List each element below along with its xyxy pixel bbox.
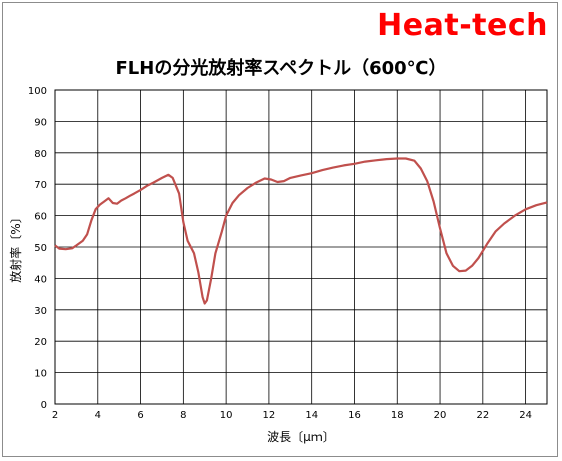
x-tick-label: 18 — [391, 410, 404, 421]
x-tick-label: 4 — [95, 410, 101, 421]
tick-labels: 2 4 6 8 10 12 14 16 18 20 22 2401020304050607080901… — [28, 86, 532, 421]
x-tick-label: 2 — [52, 410, 58, 421]
y-tick-label: 50 — [34, 243, 47, 254]
x-tick-label: 16 — [348, 410, 361, 421]
y-tick-label: 10 — [34, 369, 47, 380]
y-tick-label: 90 — [34, 117, 47, 128]
x-tick-label: 8 — [180, 410, 186, 421]
y-tick-label: 70 — [34, 180, 47, 191]
grid-lines — [54, 89, 547, 405]
y-tick-label: 30 — [34, 306, 47, 317]
x-tick-label: 6 — [137, 410, 143, 421]
brand-logo-text: Heat-tech — [377, 8, 548, 43]
x-axis-label: 波長〔μｍ〕 — [267, 430, 335, 444]
x-tick-label: 22 — [476, 410, 489, 421]
y-tick-label: 100 — [28, 86, 47, 97]
x-tick-label: 14 — [305, 410, 318, 421]
emissivity-line — [54, 157, 548, 305]
y-tick-label: 20 — [34, 337, 47, 348]
x-tick-label: 20 — [434, 410, 447, 421]
x-tick-label: 10 — [220, 410, 233, 421]
chart-title: FLHの分光放射率スペクトル（600℃） — [115, 58, 447, 79]
x-tick-label: 12 — [263, 410, 276, 421]
y-tick-label: 40 — [34, 274, 47, 285]
y-tick-label: 60 — [34, 212, 47, 223]
y-axis-label: 放射率〔%〕 — [8, 211, 23, 282]
y-tick-label: 0 — [41, 400, 47, 411]
x-tick-label: 24 — [519, 410, 532, 421]
y-tick-label: 80 — [34, 149, 47, 160]
